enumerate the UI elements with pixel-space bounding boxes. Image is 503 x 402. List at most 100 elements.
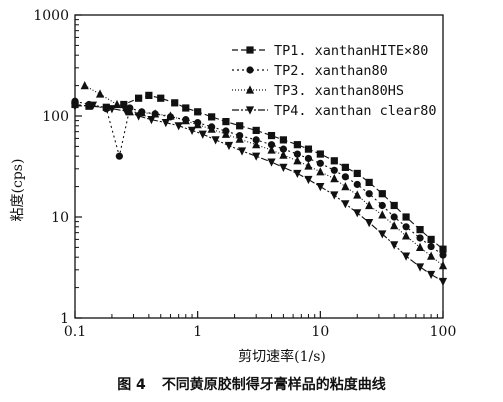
data-point xyxy=(427,251,436,260)
data-point xyxy=(222,118,230,126)
series-3 xyxy=(80,80,448,270)
series-2 xyxy=(71,97,447,259)
legend-label: TP1. xanthanHITE×80 xyxy=(274,43,428,59)
data-point xyxy=(316,182,325,192)
figure-number: 图 4 xyxy=(117,377,146,393)
x-tick-label: 10 xyxy=(311,324,329,340)
data-point xyxy=(378,190,386,198)
series-line xyxy=(74,100,444,256)
data-point xyxy=(353,209,362,218)
data-point xyxy=(224,141,234,151)
data-point xyxy=(378,201,386,210)
data-point xyxy=(279,150,288,159)
data-point xyxy=(341,181,350,191)
data-point xyxy=(341,163,349,171)
data-point xyxy=(353,169,361,178)
legend-label: TP4. xanthan clear80 xyxy=(274,103,437,119)
data-point xyxy=(427,270,436,280)
data-point xyxy=(365,200,374,210)
data-point xyxy=(207,124,216,133)
data-point xyxy=(365,190,373,198)
data-point xyxy=(304,175,313,185)
series-4 xyxy=(70,101,448,287)
data-point xyxy=(80,80,89,90)
data-point xyxy=(401,231,411,240)
data-point xyxy=(211,136,220,145)
data-point xyxy=(120,100,128,109)
data-point xyxy=(145,91,153,99)
data-point xyxy=(439,251,447,259)
y-tick-label: 1000 xyxy=(33,8,69,24)
data-point xyxy=(267,145,276,154)
data-point xyxy=(235,134,244,143)
data-point xyxy=(304,161,313,170)
data-point xyxy=(330,173,339,183)
data-point xyxy=(402,213,410,221)
data-point xyxy=(174,122,183,131)
data-point xyxy=(390,213,398,221)
data-point xyxy=(390,241,399,250)
data-point xyxy=(304,145,313,153)
data-point xyxy=(194,108,202,116)
data-point xyxy=(121,107,131,116)
data-point xyxy=(157,94,165,102)
legend-label: TP3. xanthan80HS xyxy=(274,83,404,99)
data-point xyxy=(182,104,190,112)
data-point xyxy=(390,221,399,230)
legend: TP1. xanthanHITE×80 TP2. xanthan80 TP3. xa… xyxy=(232,43,437,119)
data-point xyxy=(353,190,362,199)
data-point xyxy=(341,173,349,181)
x-axis-title: 剪切速率(1/s) xyxy=(238,348,326,365)
data-point xyxy=(365,178,373,187)
data-point xyxy=(438,277,448,287)
y-axis-title: 粘度(cps) xyxy=(10,159,26,222)
data-point xyxy=(438,261,448,270)
data-point xyxy=(88,101,98,110)
y-tick-label: 10 xyxy=(51,210,69,226)
data-point xyxy=(147,116,156,125)
legend-marker xyxy=(245,85,255,94)
data-point xyxy=(267,158,276,167)
data-point xyxy=(439,245,447,253)
data-point xyxy=(161,119,170,128)
data-point xyxy=(221,129,231,138)
data-point xyxy=(135,94,143,102)
data-point xyxy=(416,234,424,242)
series-layer xyxy=(70,80,448,287)
data-point xyxy=(416,226,424,234)
data-point xyxy=(330,191,339,200)
data-point xyxy=(279,145,288,153)
data-point xyxy=(304,154,313,163)
data-point xyxy=(252,126,260,135)
data-point xyxy=(187,126,197,136)
legend-entry: TP3. xanthan80HS xyxy=(232,83,404,99)
legend-marker xyxy=(245,106,255,115)
figure-caption-text: 不同黄原胶制得牙膏样品的粘度曲线 xyxy=(161,377,386,393)
figure-caption: 图 4 不同黄原胶制得牙膏样品的粘度曲线 xyxy=(0,374,503,394)
data-point xyxy=(107,105,117,114)
data-point xyxy=(181,116,190,125)
series-1 xyxy=(71,91,447,253)
series-line xyxy=(74,104,444,282)
data-point xyxy=(267,131,276,140)
data-point xyxy=(415,263,425,272)
legend-entry: TP1. xanthanHITE×80 xyxy=(232,43,428,59)
data-point xyxy=(237,147,247,156)
data-point xyxy=(316,159,324,167)
data-point xyxy=(293,141,301,149)
data-point xyxy=(236,122,244,130)
data-point xyxy=(330,166,338,174)
data-point xyxy=(330,157,338,165)
y-tick-label: 100 xyxy=(42,109,69,125)
data-point xyxy=(293,169,302,179)
data-point xyxy=(427,235,435,244)
x-tick-label: 100 xyxy=(430,324,457,340)
data-point xyxy=(151,109,160,118)
legend-marker xyxy=(246,66,254,74)
data-point xyxy=(252,140,261,149)
data-point xyxy=(208,113,216,121)
data-point xyxy=(166,111,175,120)
data-point xyxy=(427,242,435,251)
